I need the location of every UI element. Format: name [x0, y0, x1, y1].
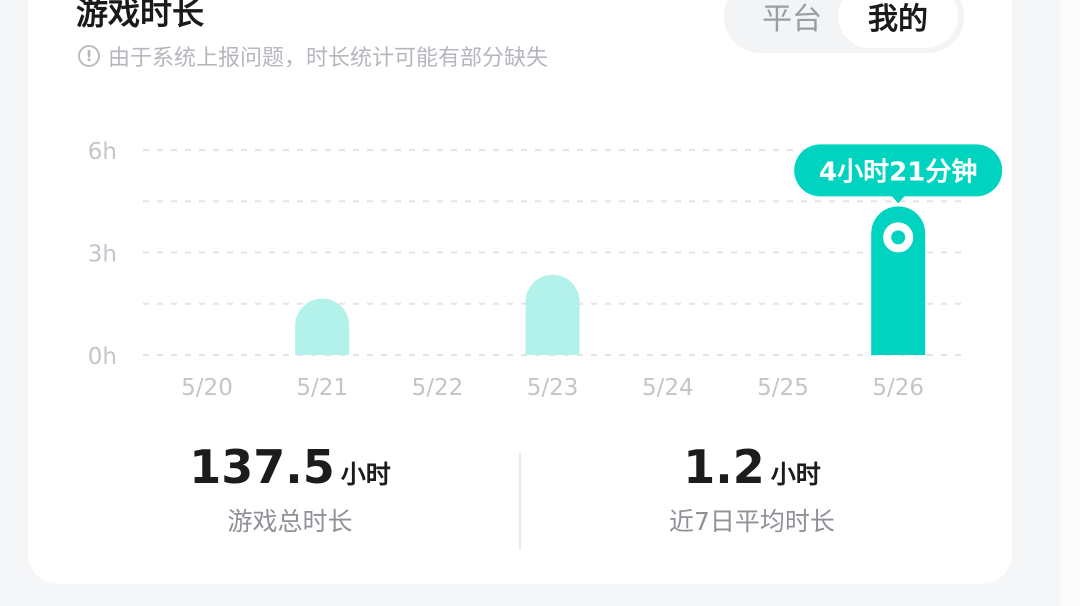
- bar-5/23: [525, 274, 580, 355]
- stat-average-label: 近7日平均时长: [669, 507, 835, 536]
- source-toggle: 平台 我的: [724, 0, 964, 53]
- y-tick-label: 6h: [88, 139, 117, 165]
- stat-average-value: 1.2: [683, 440, 765, 494]
- selected-point-marker: [883, 222, 914, 253]
- y-tick-label: 3h: [88, 242, 117, 268]
- toggle-mine[interactable]: 我的: [838, 0, 958, 48]
- page-title: 游戏时长: [76, 0, 205, 32]
- x-tick-label: 5/26: [872, 375, 924, 401]
- stat-average-unit: 小时: [770, 460, 821, 489]
- x-tick-label: 5/21: [296, 375, 348, 401]
- notice: ! 由于系统上报问题，时长统计可能有部分缺失: [78, 40, 548, 72]
- page-edge: [1060, 0, 1080, 606]
- bar-5/21: [295, 298, 350, 355]
- exclamation-circle-icon: !: [78, 45, 100, 67]
- toggle-platform[interactable]: 平台: [762, 2, 822, 37]
- x-tick-label: 5/23: [527, 375, 579, 401]
- bar-chart: 0h 3h 6h 5/20 5/21 5/22 5/23 5/24 5/25 5/26 4小时21分…: [88, 139, 1003, 401]
- notice-text: 由于系统上报问题，时长统计可能有部分缺失: [108, 46, 549, 71]
- stat-total: 137.5 小时 游戏总时长: [150, 440, 430, 538]
- y-tick-label: 0h: [88, 344, 117, 370]
- tooltip-bubble: [794, 144, 1003, 197]
- tooltip-text: 4小时21分钟: [819, 156, 977, 187]
- stat-average: 1.2 小时 近7日平均时长: [612, 440, 892, 538]
- stat-total-label: 游戏总时长: [227, 507, 353, 536]
- stat-total-value: 137.5: [189, 440, 335, 494]
- tooltip-pointer: [891, 195, 906, 204]
- x-tick-label: 5/20: [181, 375, 233, 401]
- x-tick-label: 5/24: [642, 375, 694, 401]
- x-tick-label: 5/22: [412, 375, 464, 401]
- x-tick-label: 5/25: [757, 375, 809, 401]
- divider: [519, 452, 521, 550]
- stat-total-unit: 小时: [340, 460, 391, 489]
